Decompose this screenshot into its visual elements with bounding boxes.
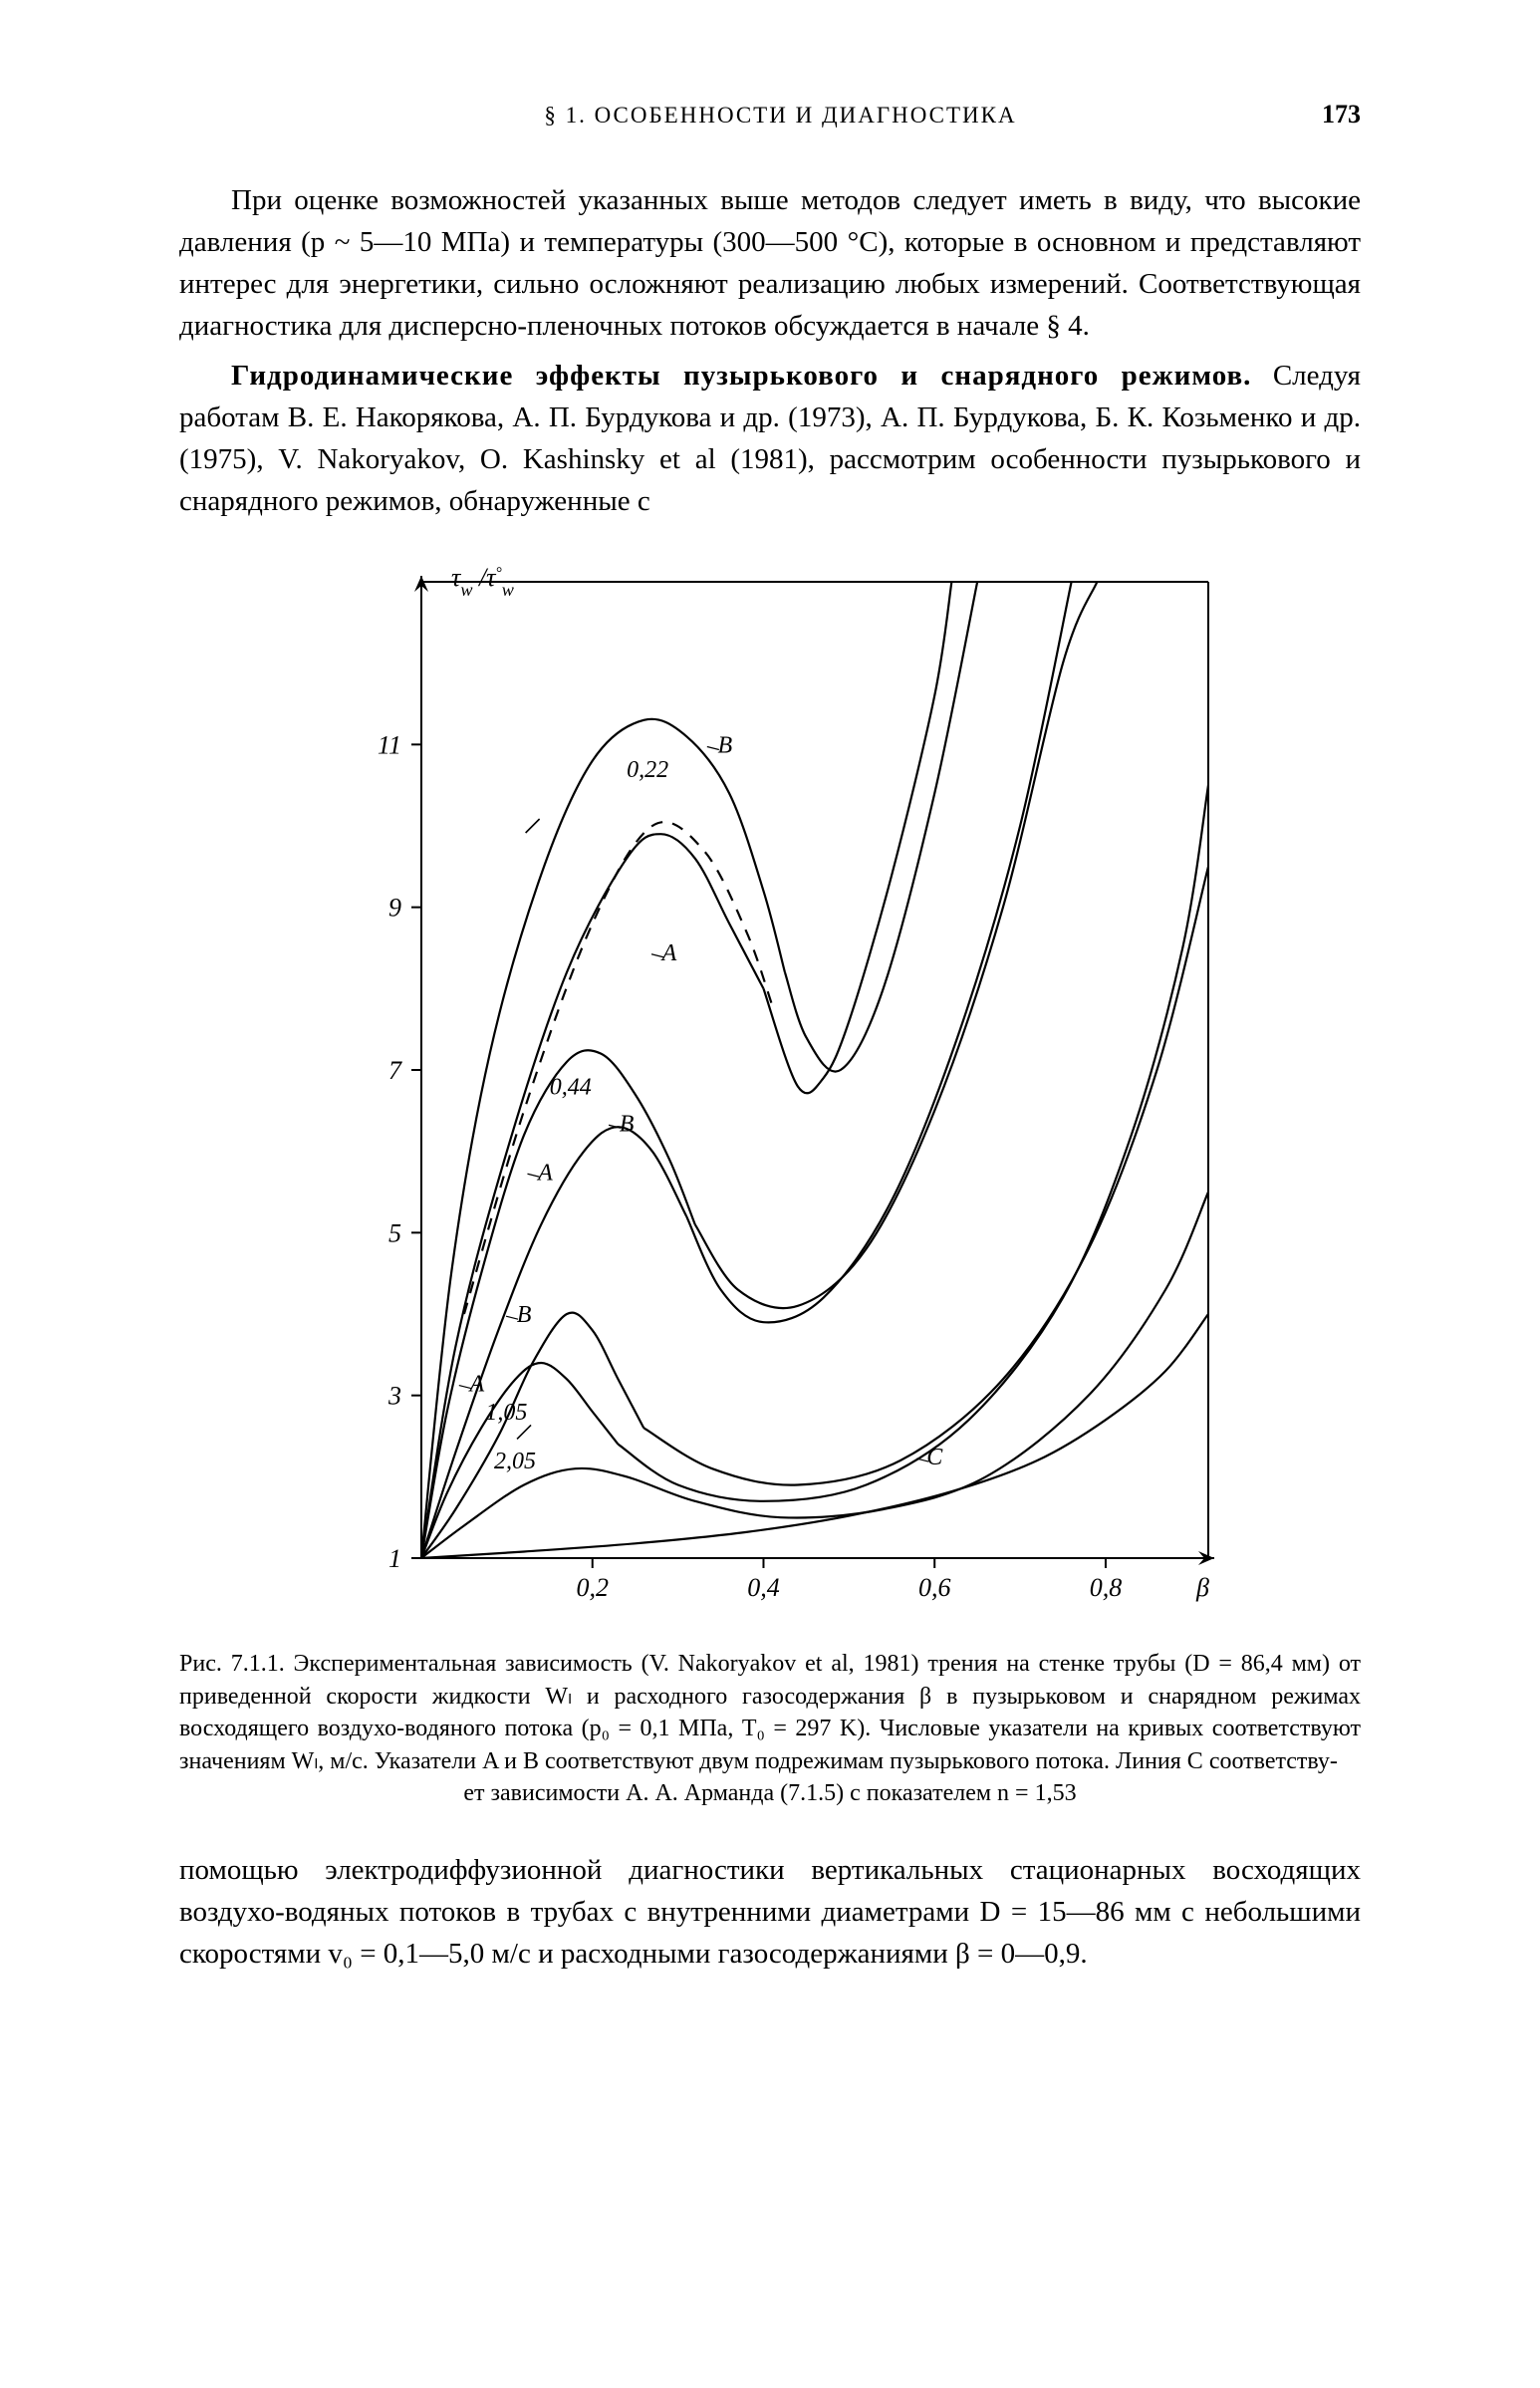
svg-text:5: 5 [388, 1219, 401, 1248]
svg-text:3: 3 [387, 1382, 401, 1411]
page-container: § 1. ОСОБЕННОСТИ И ДИАГНОСТИКА 173 При о… [0, 0, 1540, 2082]
curve-valley-022b [785, 582, 977, 1072]
svg-text:11: 11 [378, 731, 401, 760]
curve-1.05-right [619, 786, 1209, 1502]
paragraph-1: При оценке возможностей указанных выше м… [179, 179, 1361, 347]
svg-text:β: β [1195, 1573, 1209, 1602]
figure-7-1-1: 1 3 5 7 9 11 0,2 0,4 0,6 0,8 τw /τ°w β 0,22 0,44 1,05 2… [179, 552, 1361, 1628]
page-number: 173 [1322, 100, 1361, 130]
svg-text:0,4: 0,4 [747, 1573, 780, 1602]
paragraph-3: помощью электродиффузионной диагностики … [179, 1849, 1361, 1975]
caption-last-line: ет зависимости А. А. Арманда (7.1.5) с п… [179, 1777, 1361, 1809]
svg-text:B: B [718, 733, 733, 759]
svg-text:A: A [660, 940, 677, 966]
curve-B-0.44 [421, 1128, 686, 1559]
figure-caption: Рис. 7.1.1. Экспериментальная зависимост… [179, 1648, 1361, 1809]
svg-text:0,22: 0,22 [627, 757, 668, 783]
svg-text:A: A [467, 1372, 484, 1398]
svg-text:τw /τ°w: τw /τ°w [451, 563, 514, 600]
svg-text:0,6: 0,6 [918, 1573, 951, 1602]
svg-text:2,05: 2,05 [494, 1450, 536, 1475]
svg-text:C: C [926, 1445, 943, 1470]
svg-text:A: A [536, 1161, 553, 1187]
svg-text:1: 1 [388, 1544, 401, 1573]
curve-1.05-right-b [643, 867, 1208, 1485]
curve-A-0.22-up [421, 719, 785, 1558]
caption-body: Экспериментальная зависимость (V. Nakory… [179, 1651, 1361, 1773]
curve-A-0.44 [421, 1051, 695, 1559]
svg-text:B: B [517, 1303, 532, 1329]
svg-text:1,05: 1,05 [485, 1401, 527, 1427]
section-header: § 1. ОСОБЕННОСТИ И ДИАГНОСТИКА [239, 103, 1322, 129]
curve-B-0.22-up [421, 835, 763, 1559]
paragraph-2-heading: Гидродинамические эффекты пузырькового и… [231, 360, 1251, 392]
svg-text:0,8: 0,8 [1090, 1573, 1123, 1602]
caption-prefix: Рис. 7.1.1. [179, 1651, 294, 1677]
svg-text:0,44: 0,44 [550, 1075, 592, 1101]
running-header: § 1. ОСОБЕННОСТИ И ДИАГНОСТИКА 173 [179, 100, 1361, 130]
svg-text:9: 9 [388, 894, 401, 923]
svg-text:0,2: 0,2 [576, 1573, 609, 1602]
svg-text:B: B [620, 1112, 635, 1138]
chart-canvas: 1 3 5 7 9 11 0,2 0,4 0,6 0,8 τw /τ°w β 0,22 0,44 1,05 2… [312, 552, 1228, 1628]
paragraph-2: Гидродинамические эффекты пузырькового и… [179, 355, 1361, 522]
svg-text:7: 7 [388, 1056, 402, 1085]
